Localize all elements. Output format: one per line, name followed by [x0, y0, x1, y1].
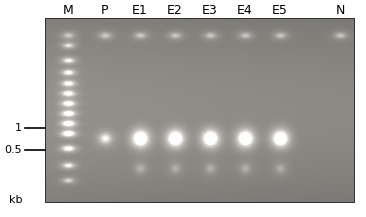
Text: E1: E1 [132, 3, 148, 16]
Text: M: M [63, 3, 73, 16]
Text: kb: kb [8, 195, 22, 205]
Text: 1: 1 [15, 123, 22, 133]
Text: N: N [335, 3, 345, 16]
Text: E4: E4 [237, 3, 253, 16]
Text: E5: E5 [272, 3, 288, 16]
Text: 0.5: 0.5 [4, 145, 22, 155]
Text: E2: E2 [167, 3, 183, 16]
Text: E3: E3 [202, 3, 218, 16]
Text: P: P [101, 3, 109, 16]
